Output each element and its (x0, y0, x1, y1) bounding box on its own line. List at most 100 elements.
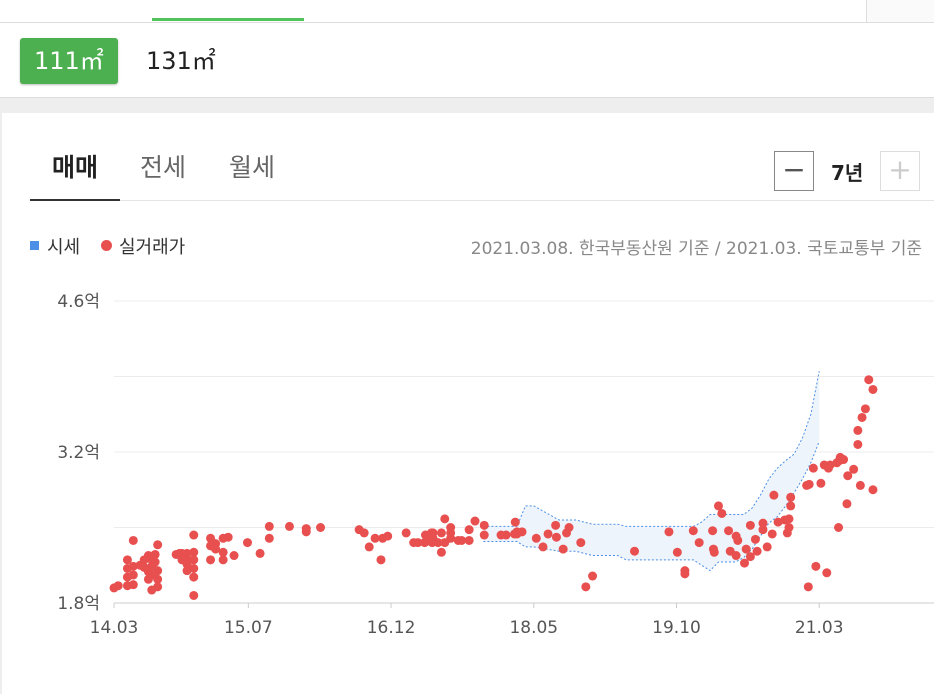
price-chart-panel: 매매 전세 월세 − 7년 + 시세 실거래가 2021.03.08. 한국부동… (2, 113, 934, 694)
trade-point (223, 532, 233, 542)
trade-point (576, 538, 586, 548)
trade-point (479, 530, 489, 540)
trade-point (745, 552, 755, 562)
trade-point (284, 521, 294, 531)
trade-point (538, 542, 548, 552)
trade-point (717, 508, 727, 518)
trade-point (849, 464, 859, 474)
tab-sale[interactable]: 매매 (52, 153, 99, 182)
trade-point (864, 375, 874, 385)
tab-divider (120, 200, 934, 201)
trade-point (301, 527, 311, 537)
trade-point (446, 523, 456, 532)
trade-point (786, 492, 796, 502)
top-right-cell[interactable] (866, 0, 934, 22)
trade-point (464, 525, 474, 535)
tab-monthly-rent[interactable]: 월세 (229, 153, 276, 182)
trade-point (767, 529, 777, 539)
trade-point (436, 547, 446, 557)
trade-point (868, 384, 878, 394)
trade-point (206, 555, 216, 565)
trade-point (672, 547, 682, 557)
trade-point (834, 523, 844, 532)
trade-point (255, 548, 265, 558)
trade-point (786, 501, 796, 511)
trade-point (816, 478, 826, 488)
trade-point (401, 528, 411, 538)
trade-point (264, 521, 274, 531)
trade-point (588, 571, 598, 581)
trade-point (189, 530, 199, 540)
period-plus-button[interactable]: + (880, 151, 920, 191)
trade-point (724, 526, 734, 536)
period-minus-button[interactable]: − (774, 151, 814, 191)
data-source-note: 2021.03.08. 한국부동산원 기준 / 2021.03. 국토교통부 기… (470, 239, 922, 259)
y-tick-label: 3.2억 (57, 443, 100, 463)
trade-point (758, 518, 768, 528)
x-tick-label: 16.12 (367, 618, 416, 638)
y-tick-label: 1.8억 (57, 594, 100, 614)
trade-point (745, 520, 755, 530)
trade-point (558, 544, 568, 554)
trade-point (370, 533, 380, 543)
trade-point (150, 549, 160, 559)
trade-point (853, 439, 863, 449)
trade-point (189, 547, 199, 557)
trade-point (229, 551, 239, 561)
trade-point (189, 563, 199, 573)
area-option-131[interactable]: 131㎡ (146, 47, 216, 75)
trade-point (510, 517, 520, 527)
x-tick-label: 15.07 (224, 618, 273, 638)
selected-tab-underline (30, 199, 120, 201)
trade-point (664, 527, 674, 537)
actual-trade-points (109, 375, 878, 600)
trade-point (709, 547, 719, 557)
market-price-legend-label: 시세 (47, 237, 81, 258)
area-option-111[interactable]: 111㎡ (20, 38, 118, 84)
trade-point (359, 528, 369, 538)
trade-point (713, 501, 723, 511)
trade-point (189, 555, 199, 565)
trade-point (857, 412, 867, 422)
trade-point (843, 471, 853, 481)
actual-trade-legend-marker (101, 240, 112, 251)
tab-jeonse[interactable]: 전세 (140, 153, 187, 182)
trade-point (128, 561, 138, 571)
trade-point (457, 535, 467, 545)
trade-point (242, 538, 252, 548)
trade-point (708, 526, 718, 536)
trade-point (551, 520, 561, 530)
trade-point (436, 528, 446, 538)
trade-point (182, 554, 192, 564)
trade-point (811, 561, 821, 571)
trade-point (808, 463, 818, 473)
trade-point (364, 542, 374, 552)
x-tick-label: 19.10 (652, 618, 701, 638)
trade-point (868, 485, 878, 495)
trade-point (733, 535, 743, 545)
y-tick-label: 4.6억 (57, 292, 100, 312)
market-price-band-fill (483, 371, 820, 571)
trade-point (680, 569, 690, 579)
x-tick-label: 21.03 (795, 618, 844, 638)
trade-point (630, 546, 640, 556)
trade-point (153, 574, 163, 584)
trade-point (822, 568, 832, 578)
trade-point (189, 590, 199, 600)
trade-point (128, 580, 138, 590)
trade-point (752, 546, 762, 556)
trade-point (470, 516, 480, 526)
period-label: 7년 (831, 161, 864, 185)
trade-point (113, 581, 123, 591)
trade-point (784, 514, 794, 524)
axis-labels: 1.8억 3.2억 4.6억 14.03 15.07 16.12 18.05 19.10 21.… (57, 292, 843, 638)
trade-point (564, 523, 574, 532)
trade-point (741, 544, 751, 554)
trade-point (860, 404, 870, 414)
active-tab-indicator (152, 18, 304, 21)
trade-point (762, 542, 772, 552)
market-price-lower-line (483, 441, 820, 572)
actual-trade-legend-label: 실거래가 (119, 237, 186, 258)
trade-point (694, 538, 704, 548)
trade-point (153, 582, 163, 592)
